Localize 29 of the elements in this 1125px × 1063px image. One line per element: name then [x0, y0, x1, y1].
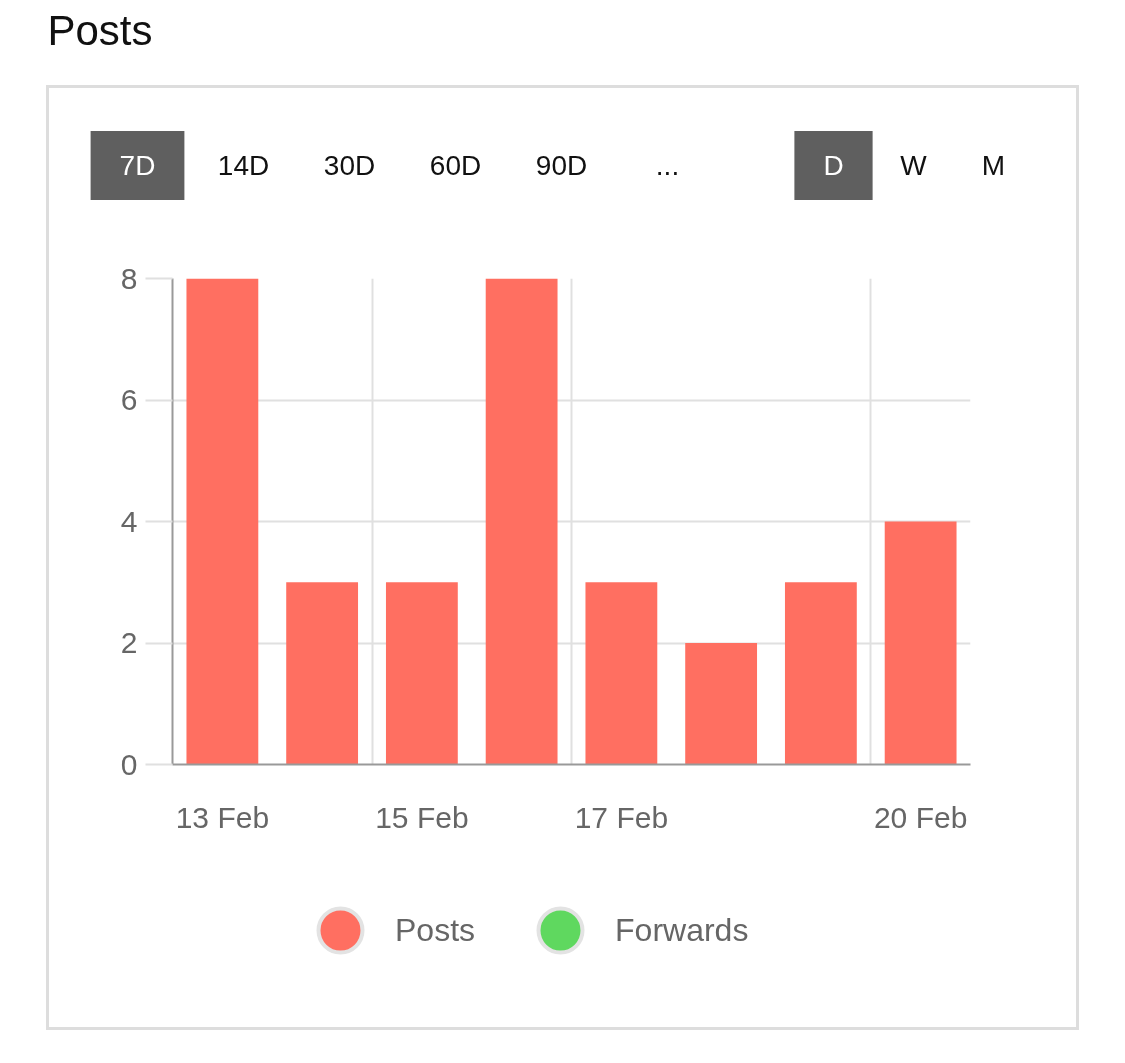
bar: [884, 521, 957, 765]
text: 14D: [217, 150, 270, 181]
text: 7D: [119, 150, 156, 181]
bar: [585, 582, 658, 765]
text: 30D: [323, 150, 376, 181]
bar: [485, 278, 558, 765]
text: W: [900, 150, 928, 181]
text: M: [981, 150, 1006, 181]
legend-label: Posts: [395, 911, 476, 949]
bar: [385, 582, 458, 765]
text: ...: [655, 150, 680, 181]
x-tick-label: 17 Feb: [574, 800, 669, 834]
x-tick-label: 20 Feb: [873, 800, 968, 834]
y-tick-label: 2: [120, 626, 138, 659]
text: 90D: [535, 150, 588, 181]
y-tick-label: 8: [120, 261, 138, 295]
legend-label: Forwards: [615, 911, 749, 949]
y-tick-label: 6: [120, 383, 138, 416]
chart-title: Posts: [47, 7, 153, 54]
y-tick-label: 0: [120, 747, 138, 781]
bar: [685, 643, 758, 765]
bar: [286, 582, 359, 765]
text: D: [823, 150, 844, 181]
bar: [784, 582, 857, 765]
text: 60D: [429, 150, 482, 181]
x-tick-label: 13 Feb: [175, 800, 270, 834]
bar: [186, 278, 259, 765]
x-tick-label: 15 Feb: [375, 800, 469, 834]
y-tick-label: 4: [120, 504, 138, 538]
